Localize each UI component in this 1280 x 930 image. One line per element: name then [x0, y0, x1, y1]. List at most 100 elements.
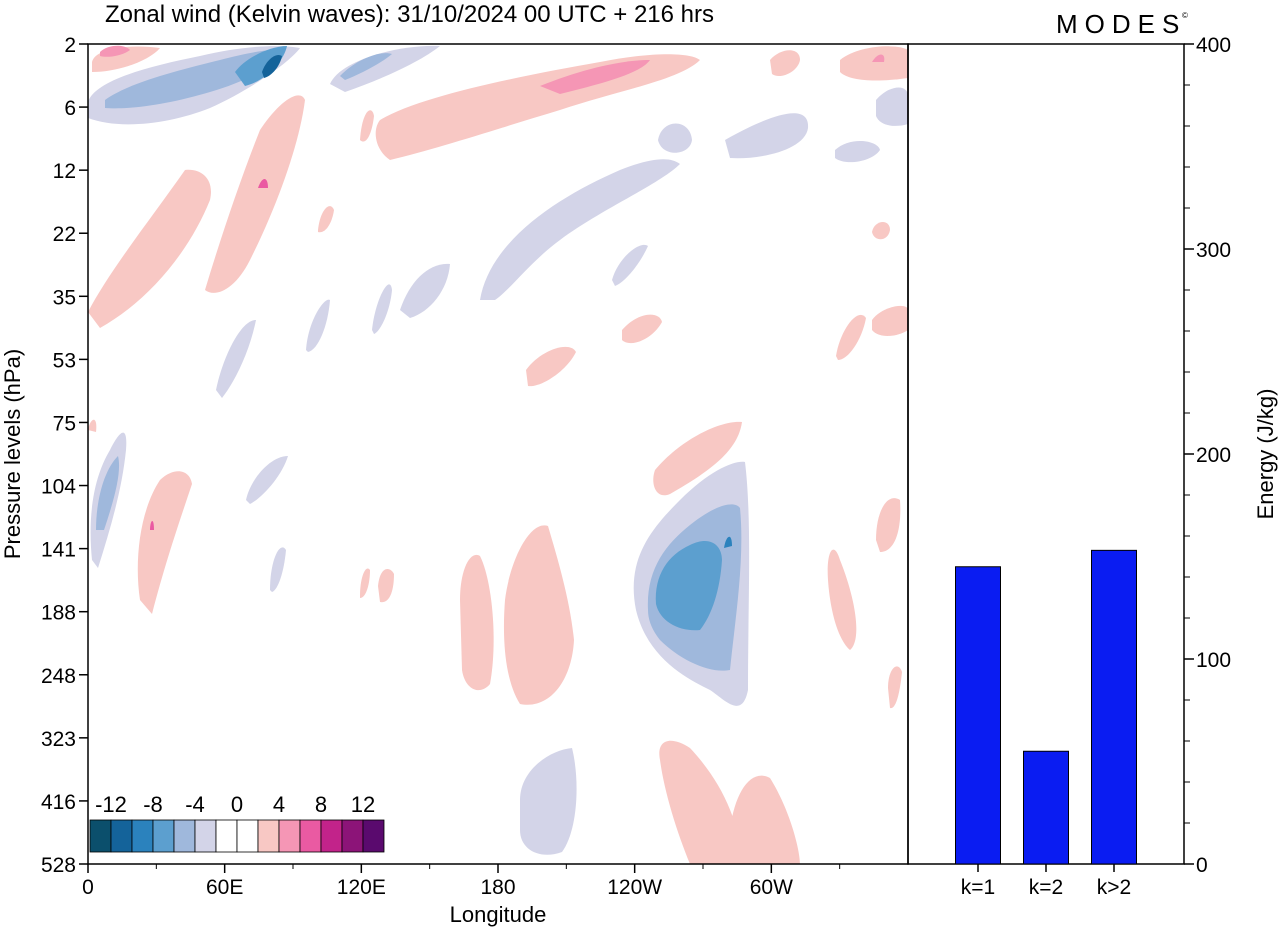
pressure-tick-label: 323: [41, 728, 76, 751]
contour-positive: [100, 45, 130, 57]
energy-bars: k=1 k=2 k>2: [955, 549, 1137, 899]
pressure-tick-label: 141: [41, 539, 76, 562]
contour-negative: [340, 53, 392, 80]
contour-negative: [246, 456, 288, 504]
contour-negative: [262, 54, 282, 78]
contour-positive: [872, 305, 908, 336]
pressure-tick-label: 104: [41, 476, 76, 499]
contour-positive: [318, 206, 334, 233]
contour-positive: [378, 569, 394, 603]
pressure-axis: 2 6 12 22 35 53 75 104 141 188 248 323 416 528: [41, 34, 88, 877]
pressure-tick-label: 22: [53, 223, 76, 246]
contour-negative: [724, 536, 732, 548]
contour-negative: [306, 299, 330, 352]
energy-tick-label: 0: [1196, 854, 1208, 877]
contour-positive: [876, 498, 901, 552]
longitude-tick-label: 0: [82, 876, 94, 899]
contour-positive: [150, 520, 154, 530]
longitude-tick-label: 120W: [607, 876, 662, 899]
pressure-tick-label: 75: [53, 412, 76, 435]
pressure-tick-label: 416: [41, 791, 76, 814]
contour-positive: [460, 554, 494, 691]
colorbar-swatch: [152, 819, 175, 853]
colorbar-labels: -12 -8 -4 0 4 8 12: [95, 792, 375, 817]
contour-positive: [836, 314, 866, 360]
colorbar-swatch: [362, 819, 385, 853]
colorbar-label: 0: [231, 792, 243, 817]
energy-frame: [907, 43, 1185, 865]
contour-negative: [725, 113, 809, 159]
energy-category-label: k=1: [961, 876, 995, 899]
longitude-axis: 0 60E 120E 180 120W 60W: [82, 864, 841, 899]
colorbar-swatch: [299, 819, 322, 853]
longitude-tick-label: 180: [480, 876, 515, 899]
contour-positive: [88, 169, 211, 328]
contour-negative: [655, 540, 722, 631]
energy-tick-label: 400: [1196, 34, 1231, 57]
pressure-tick-label: 35: [53, 286, 76, 309]
colorbar-swatch: [257, 819, 280, 853]
contour-positive: [840, 46, 908, 81]
modes-logo-mark: ©: [1182, 11, 1188, 20]
pressure-tick-label: 12: [53, 160, 76, 183]
contour-positive: [888, 666, 902, 709]
colorbar-swatch: [278, 819, 301, 853]
longitude-tick-label: 60W: [750, 876, 793, 899]
contour-positive: [540, 60, 650, 94]
contour-positive: [503, 525, 574, 705]
pressure-tick-label: 2: [64, 34, 76, 57]
colorbar-label: 4: [273, 792, 285, 817]
contour-positive: [137, 471, 192, 614]
contour-negative: [235, 46, 287, 86]
contour-positive: [526, 346, 576, 387]
contour-negative: [658, 123, 692, 153]
pressure-tick-label: 6: [64, 97, 76, 120]
contour-negative: [96, 456, 120, 530]
pressure-tick-label: 528: [41, 854, 76, 877]
colorbar-swatch: [194, 819, 217, 853]
colorbar-label: -8: [143, 792, 163, 817]
contour-negative: [330, 45, 440, 92]
hovmoller-frame: [87, 43, 909, 865]
colorbar-swatch: [236, 819, 259, 853]
chart-title: Zonal wind (Kelvin waves): 31/10/2024 00…: [105, 1, 714, 28]
colorbar-label: -4: [185, 792, 205, 817]
energy-category-label: k=2: [1029, 876, 1063, 899]
energy-tick-label: 200: [1196, 444, 1231, 467]
colorbar-label: 12: [351, 792, 375, 817]
colorbar-swatch: [89, 819, 112, 853]
contour-positive: [258, 179, 268, 188]
contour-negative: [372, 284, 392, 334]
colorbar-swatch: [173, 819, 196, 853]
energy-axis-label: Energy (J/kg): [1253, 389, 1278, 520]
energy-bar: [955, 566, 1001, 865]
pressure-tick-label: 188: [41, 602, 76, 625]
contour-positive: [622, 314, 662, 344]
contour-positive: [827, 549, 857, 650]
y-axis-label: Pressure levels (hPa): [0, 349, 25, 559]
contour-positive: [360, 568, 370, 598]
x-axis-label: Longitude: [450, 902, 547, 927]
contour-positive: [872, 54, 885, 62]
contour-positive: [659, 740, 742, 864]
contour-positive: [653, 421, 742, 496]
colorbar-swatch: [341, 819, 364, 853]
colorbar-swatch: [320, 819, 343, 853]
colorbar-swatch: [215, 819, 238, 853]
contour-positive: [872, 221, 890, 240]
longitude-tick-label: 120E: [337, 876, 386, 899]
contour-negative: [520, 748, 577, 855]
contour-negative: [105, 49, 285, 109]
contour-negative: [400, 263, 450, 318]
contour-positive: [770, 50, 800, 77]
contour-negative: [612, 244, 648, 286]
colorbar: [89, 819, 385, 853]
contour-positive: [729, 775, 800, 864]
contour-negative: [480, 159, 680, 300]
contour-field: [88, 45, 908, 864]
contour-negative: [876, 87, 908, 126]
longitude-tick-label: 60E: [206, 876, 243, 899]
modes-logo: MODES: [1056, 9, 1186, 39]
energy-tick-label: 300: [1196, 239, 1231, 262]
